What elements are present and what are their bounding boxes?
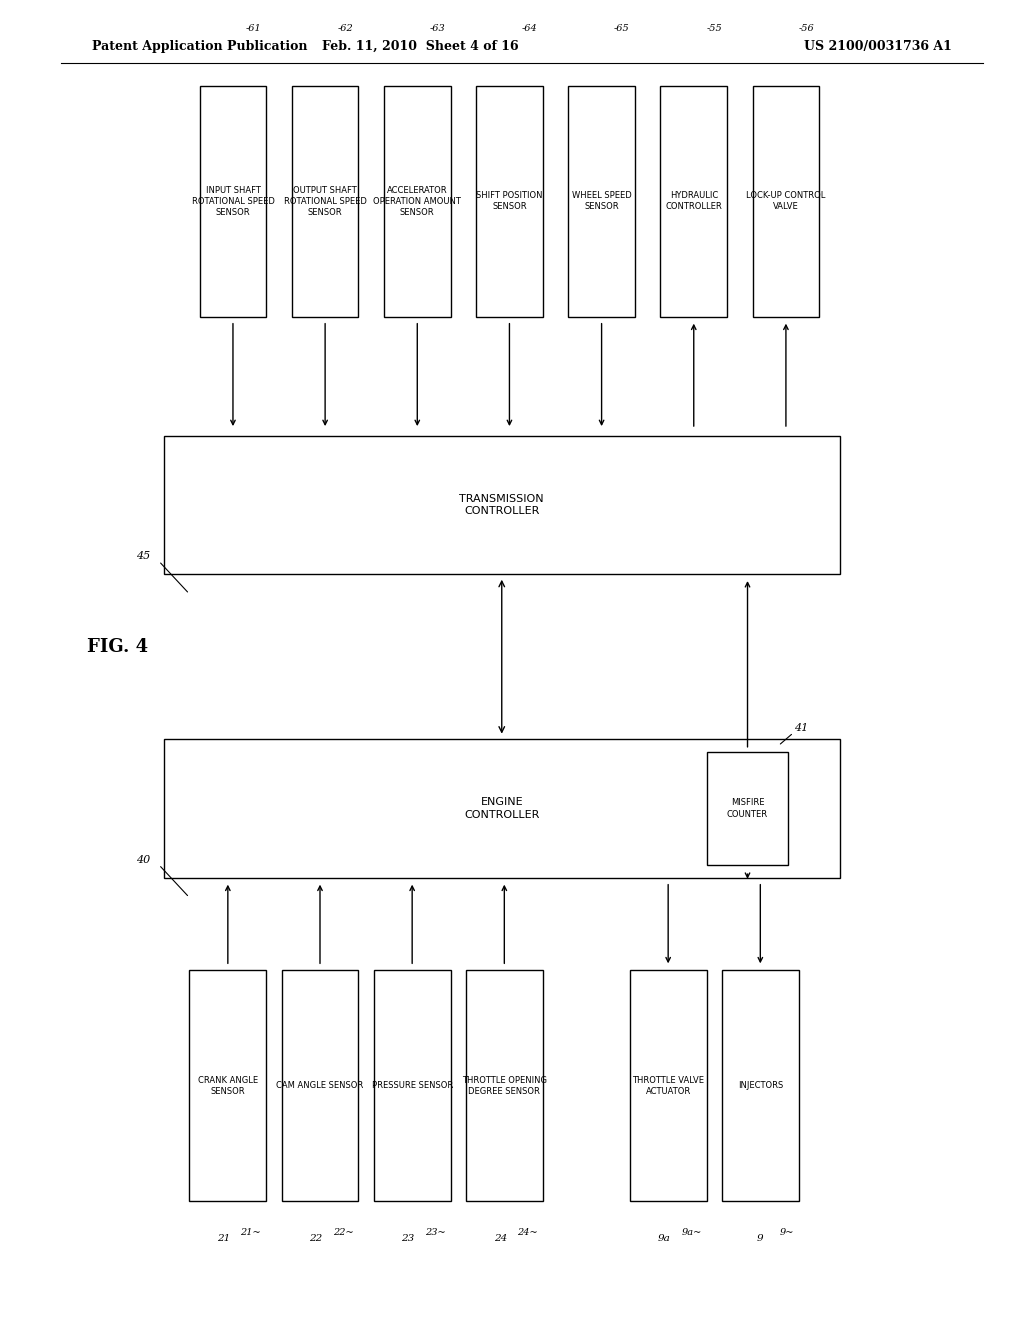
Text: US 2100/0031736 A1: US 2100/0031736 A1 [805, 40, 952, 53]
Text: CAM ANGLE SENSOR: CAM ANGLE SENSOR [276, 1081, 364, 1090]
FancyBboxPatch shape [660, 86, 727, 317]
Text: -64: -64 [522, 24, 538, 33]
Text: -65: -65 [614, 24, 630, 33]
Text: LOCK-UP CONTROL
VALVE: LOCK-UP CONTROL VALVE [746, 191, 825, 211]
Text: INPUT SHAFT
ROTATIONAL SPEED
SENSOR: INPUT SHAFT ROTATIONAL SPEED SENSOR [191, 186, 274, 216]
Text: PRESSURE SENSOR: PRESSURE SENSOR [372, 1081, 453, 1090]
FancyBboxPatch shape [568, 86, 635, 317]
FancyBboxPatch shape [282, 970, 358, 1201]
Text: MISFIRE
COUNTER: MISFIRE COUNTER [727, 799, 768, 818]
Text: ACCELERATOR
OPERATION AMOUNT
SENSOR: ACCELERATOR OPERATION AMOUNT SENSOR [374, 186, 461, 216]
FancyBboxPatch shape [707, 752, 788, 865]
Text: 22~: 22~ [333, 1228, 353, 1237]
Text: ENGINE
CONTROLLER: ENGINE CONTROLLER [464, 797, 540, 820]
Text: -61: -61 [246, 24, 261, 33]
Text: TRANSMISSION
CONTROLLER: TRANSMISSION CONTROLLER [460, 494, 544, 516]
Text: THROTTLE VALVE
ACTUATOR: THROTTLE VALVE ACTUATOR [632, 1076, 705, 1096]
FancyBboxPatch shape [164, 739, 840, 878]
Text: -62: -62 [338, 24, 353, 33]
Text: 23: 23 [401, 1234, 415, 1243]
FancyBboxPatch shape [722, 970, 799, 1201]
FancyBboxPatch shape [753, 86, 819, 317]
Text: SHIFT POSITION
SENSOR: SHIFT POSITION SENSOR [476, 191, 543, 211]
Text: 41: 41 [794, 722, 808, 733]
FancyBboxPatch shape [164, 436, 840, 574]
Text: Patent Application Publication: Patent Application Publication [92, 40, 307, 53]
FancyBboxPatch shape [200, 86, 266, 317]
Text: -56: -56 [799, 24, 814, 33]
Text: 21~: 21~ [241, 1228, 261, 1237]
Text: 9a: 9a [658, 1234, 671, 1243]
FancyBboxPatch shape [374, 970, 451, 1201]
Text: 24: 24 [494, 1234, 507, 1243]
Text: HYDRAULIC
CONTROLLER: HYDRAULIC CONTROLLER [666, 191, 722, 211]
Text: 24~: 24~ [517, 1228, 538, 1237]
Text: OUTPUT SHAFT
ROTATIONAL SPEED
SENSOR: OUTPUT SHAFT ROTATIONAL SPEED SENSOR [284, 186, 367, 216]
Text: WHEEL SPEED
SENSOR: WHEEL SPEED SENSOR [571, 191, 632, 211]
Text: INJECTORS: INJECTORS [737, 1081, 783, 1090]
Text: 9~: 9~ [779, 1228, 794, 1237]
Text: 22: 22 [309, 1234, 323, 1243]
Text: 9: 9 [757, 1234, 763, 1243]
Text: 23~: 23~ [425, 1228, 445, 1237]
Text: -63: -63 [430, 24, 445, 33]
Text: FIG. 4: FIG. 4 [87, 638, 148, 656]
Text: 45: 45 [136, 550, 151, 561]
FancyBboxPatch shape [466, 970, 543, 1201]
FancyBboxPatch shape [476, 86, 543, 317]
Text: THROTTLE OPENING
DEGREE SENSOR: THROTTLE OPENING DEGREE SENSOR [462, 1076, 547, 1096]
FancyBboxPatch shape [384, 86, 451, 317]
FancyBboxPatch shape [292, 86, 358, 317]
FancyBboxPatch shape [189, 970, 266, 1201]
Text: 9a~: 9a~ [681, 1228, 701, 1237]
Text: CRANK ANGLE
SENSOR: CRANK ANGLE SENSOR [198, 1076, 258, 1096]
FancyBboxPatch shape [630, 970, 707, 1201]
Text: Feb. 11, 2010  Sheet 4 of 16: Feb. 11, 2010 Sheet 4 of 16 [322, 40, 518, 53]
Text: 40: 40 [136, 854, 151, 865]
Text: 21: 21 [217, 1234, 230, 1243]
Text: -55: -55 [707, 24, 722, 33]
